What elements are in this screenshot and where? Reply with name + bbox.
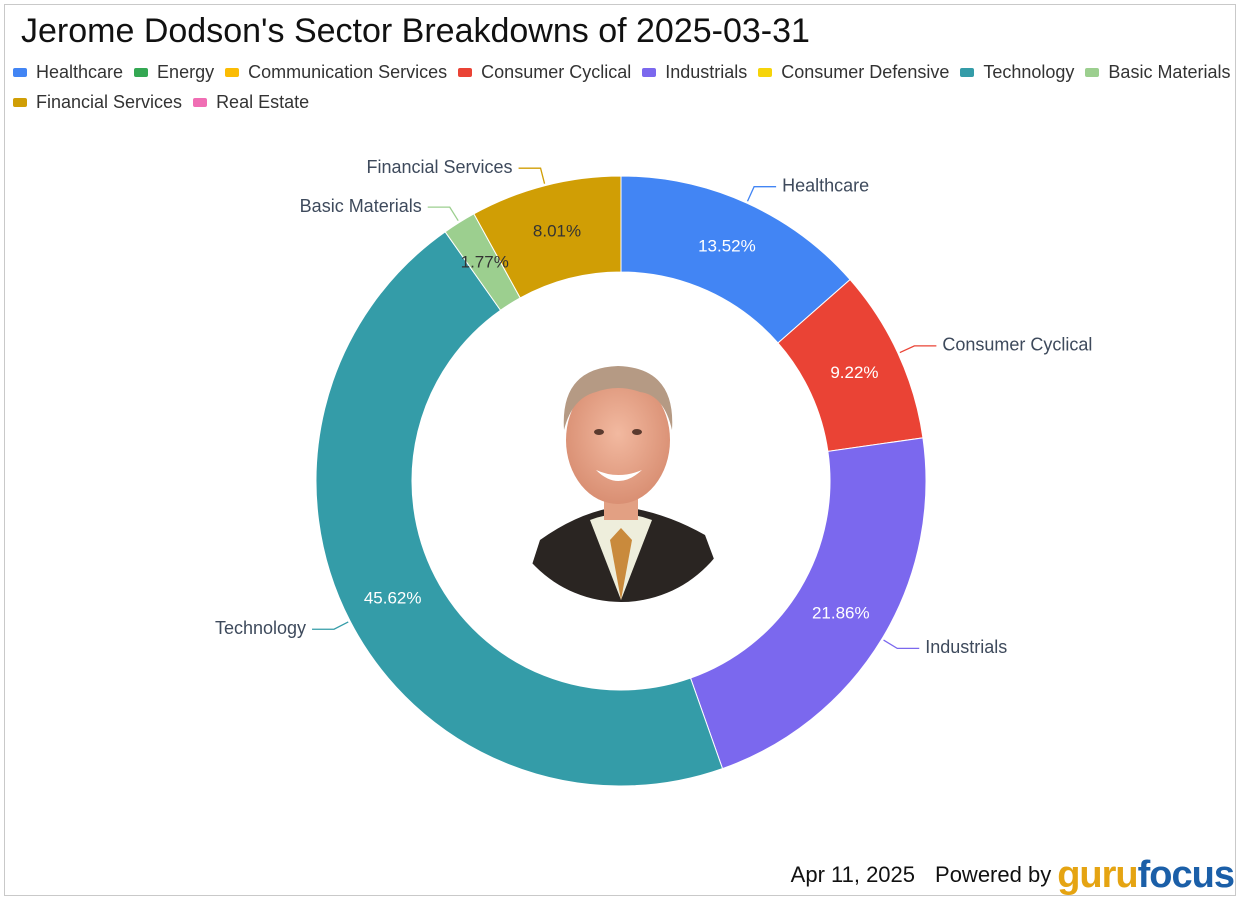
legend-item-consumer-defensive[interactable]: Consumer Defensive: [758, 62, 949, 82]
legend-item-technology[interactable]: Technology: [960, 62, 1074, 82]
legend-swatch: [458, 67, 473, 77]
legend-label: Technology: [983, 61, 1075, 82]
leader-line: [312, 621, 349, 630]
legend-item-real-estate[interactable]: Real Estate: [193, 92, 309, 112]
slice-value-label: 8.01%: [533, 222, 581, 241]
logo-part-focus: focus: [1137, 854, 1235, 896]
legend-swatch: [960, 67, 975, 77]
legend-swatch: [225, 67, 240, 77]
legend-label: Communication Services: [248, 61, 448, 82]
legend-label: Consumer Cyclical: [481, 61, 632, 82]
legend-label: Healthcare: [36, 61, 124, 82]
investor-portrait-icon: [500, 360, 742, 602]
legend-swatch: [13, 97, 27, 107]
legend-item-financial-services[interactable]: Financial Services: [13, 92, 182, 112]
legend-swatch: [13, 67, 27, 77]
leader-line: [518, 167, 546, 184]
labels-layer: 13.52% Healthcare 9.22% Consumer Cyclical 21…: [215, 157, 1092, 657]
legend-item-basic-materials[interactable]: Basic Materials: [1085, 62, 1230, 82]
slice-category-label: Industrials: [925, 637, 1007, 657]
slices-layer: [315, 175, 927, 787]
legend-item-industrials[interactable]: Industrials: [642, 62, 747, 82]
legend-label: Industrials: [665, 61, 748, 82]
legend-label: Consumer Defensive: [781, 61, 950, 82]
logo-part-guru: guru: [1057, 854, 1138, 896]
legend-label: Real Estate: [216, 91, 310, 112]
slice-industrials[interactable]: [689, 437, 927, 770]
legend-label: Energy: [157, 61, 215, 82]
slice-value-label: 21.86%: [812, 604, 870, 623]
legend-swatch: [193, 97, 208, 107]
slice-category-label: Technology: [215, 618, 306, 638]
slice-value-label: 45.62%: [364, 588, 422, 607]
legend-item-energy[interactable]: Energy: [134, 62, 214, 82]
slice-category-label: Healthcare: [782, 175, 869, 195]
legend-swatch: [642, 67, 657, 77]
legend-label: Financial Services: [36, 91, 183, 112]
gurufocus-logo[interactable]: gurufocus: [1057, 854, 1235, 896]
slice-value-label: 1.77%: [461, 253, 509, 272]
legend-item-consumer-cyclical[interactable]: Consumer Cyclical: [458, 62, 631, 82]
legend-item-healthcare[interactable]: Healthcare: [13, 62, 123, 82]
legend-swatch: [134, 67, 149, 77]
slice-category-label: Consumer Cyclical: [942, 335, 1092, 355]
slice-value-label: 13.52%: [698, 236, 756, 255]
legend-swatch: [758, 67, 773, 77]
legend: Healthcare Energy Communication Services…: [13, 62, 1235, 112]
powered-by-text: Powered by: [935, 862, 1052, 887]
chart-title: Jerome Dodson's Sector Breakdowns of 202…: [21, 12, 810, 50]
leader-line: [427, 206, 459, 222]
leader-line: [746, 186, 777, 202]
legend-label: Basic Materials: [1108, 61, 1231, 82]
slice-value-label: 9.22%: [830, 363, 878, 382]
slice-category-label: Financial Services: [367, 157, 513, 177]
footer-date: Apr 11, 2025: [790, 862, 916, 887]
leader-line: [899, 345, 937, 354]
legend-item-communication-services[interactable]: Communication Services: [225, 62, 447, 82]
leader-line: [883, 639, 920, 650]
slice-technology[interactable]: [315, 231, 724, 787]
slice-financial-services[interactable]: [473, 175, 622, 299]
legend-swatch: [1085, 67, 1100, 77]
slice-category-label: Basic Materials: [300, 196, 422, 216]
footer: Apr 11, 2025 Powered by gurufocus: [790, 854, 1235, 896]
